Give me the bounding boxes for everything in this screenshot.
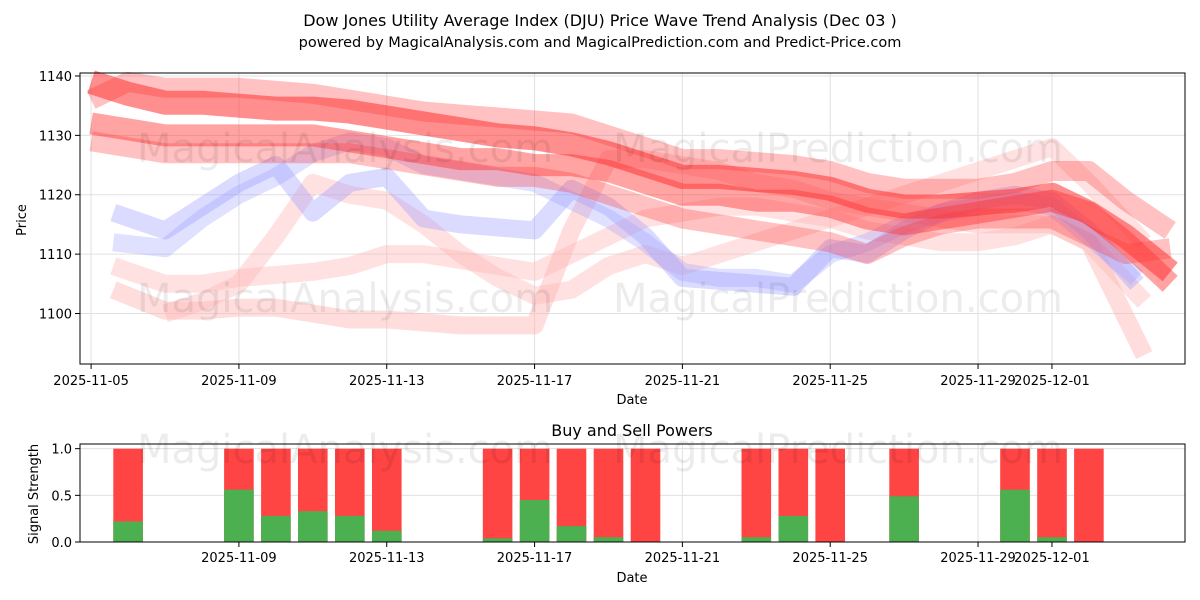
sell-bar-17 — [1074, 448, 1104, 542]
price-x-label: Date — [616, 393, 647, 408]
buy-bar-12 — [778, 515, 809, 542]
pink-wave-mid — [110, 197, 1151, 308]
watermark-prediction-bottom: MagicalPrediction.com — [613, 427, 1063, 473]
price-x-tick-label-4: 2025-11-21 — [645, 374, 721, 389]
price-y-tick-label-1: 1110 — [39, 248, 72, 263]
price-x-tick-label-6: 2025-11-29 — [940, 374, 1016, 389]
price-y-tick-label-3: 1130 — [39, 129, 72, 144]
watermark-analysis-mid: MagicalAnalysis.com — [137, 276, 553, 322]
buy-bar-8 — [556, 526, 587, 542]
buy-bar-0 — [113, 521, 143, 542]
price-y-tick-label-4: 1140 — [39, 70, 72, 85]
price-x-tick-label-7: 2025-12-01 — [1014, 374, 1090, 389]
signal-bars — [113, 448, 1104, 542]
buy-bar-3 — [298, 511, 328, 542]
red-wave-band-high — [87, 70, 1178, 282]
signal-y-tick-label-1: 0.5 — [51, 489, 72, 504]
watermark-prediction-top: MagicalPrediction.com — [613, 126, 1063, 172]
red-wave-band-low — [89, 131, 1172, 265]
signal-y-tick-label-2: 1.0 — [51, 443, 72, 458]
price-x-ticks: 2025-11-05 2025-11-09 2025-11-13 2025-11-17… — [53, 364, 1090, 389]
signal-y-tick-label-0: 0.0 — [51, 536, 72, 551]
chart-subtitle: powered by MagicalAnalysis.com and Magic… — [299, 35, 902, 51]
signal-x-tick-label-6: 2025-12-01 — [1014, 551, 1090, 566]
sell-bar-13 — [815, 448, 845, 542]
signal-x-tick-label-5: 2025-11-29 — [940, 551, 1016, 566]
pink-wave-high — [162, 138, 1151, 323]
buy-bar-4 — [335, 515, 365, 542]
price-y-tick-label-2: 1120 — [39, 189, 72, 204]
signal-x-tick-label-2: 2025-11-17 — [497, 551, 573, 566]
buy-bar-5 — [372, 530, 402, 542]
signal-x-tick-label-0: 2025-11-09 — [201, 551, 277, 566]
buy-bar-1 — [224, 489, 254, 542]
signal-axes-frame — [79, 443, 1186, 543]
red-wave-top — [86, 71, 1176, 239]
chart-title: Dow Jones Utility Average Index (DJU) Pr… — [303, 11, 897, 30]
signal-x-tick-label-3: 2025-11-21 — [645, 551, 721, 566]
sell-bar-11 — [741, 448, 772, 542]
buy-bar-7 — [519, 500, 550, 542]
price-y-ticks: 1100 1110 1120 1130 1140 — [39, 70, 80, 323]
watermark-analysis-top: MagicalAnalysis.com — [137, 126, 553, 172]
sell-bar-16 — [1037, 448, 1067, 542]
signal-y-label: Signal Strength — [27, 444, 42, 544]
price-y-tick-label-0: 1100 — [39, 308, 72, 323]
signal-y-ticks: 0.0 0.5 1.0 — [51, 443, 80, 551]
price-x-tick-label-2: 2025-11-13 — [349, 374, 425, 389]
buy-bar-14 — [889, 496, 919, 542]
sell-bar-5 — [372, 448, 402, 542]
price-waves — [86, 70, 1178, 360]
buy-bar-9 — [593, 537, 624, 542]
buy-bar-2 — [261, 515, 291, 542]
price-panel: MagicalAnalysis.com MagicalPrediction.co… — [15, 70, 1186, 408]
price-axes-frame — [79, 72, 1186, 365]
signal-x-ticks: 2025-11-09 2025-11-13 2025-11-17 2025-11-21… — [201, 542, 1090, 566]
signal-x-tick-label-4: 2025-11-25 — [792, 551, 868, 566]
signal-title: Buy and Sell Powers — [551, 421, 713, 440]
price-y-label: Price — [15, 204, 30, 236]
watermark-prediction-mid: MagicalPrediction.com — [613, 276, 1063, 322]
buy-bar-15 — [1000, 489, 1030, 542]
price-x-tick-label-0: 2025-11-05 — [53, 374, 129, 389]
sell-bar-6 — [482, 448, 513, 542]
signal-x-tick-label-1: 2025-11-13 — [349, 551, 425, 566]
buy-bar-11 — [741, 537, 772, 542]
watermark-analysis-bottom: MagicalAnalysis.com — [137, 427, 553, 473]
price-grid — [80, 73, 1185, 364]
buy-bar-16 — [1037, 537, 1067, 542]
price-x-tick-label-3: 2025-11-17 — [497, 374, 573, 389]
sell-bar-9 — [593, 448, 624, 542]
sell-bar-10 — [630, 448, 661, 542]
price-x-tick-label-5: 2025-11-25 — [792, 374, 868, 389]
price-x-tick-label-1: 2025-11-09 — [201, 374, 277, 389]
signal-panel: Buy and Sell Powers MagicalAnalysis.com … — [27, 421, 1186, 586]
buy-bar-6 — [482, 538, 513, 542]
signal-x-label: Date — [616, 571, 647, 586]
